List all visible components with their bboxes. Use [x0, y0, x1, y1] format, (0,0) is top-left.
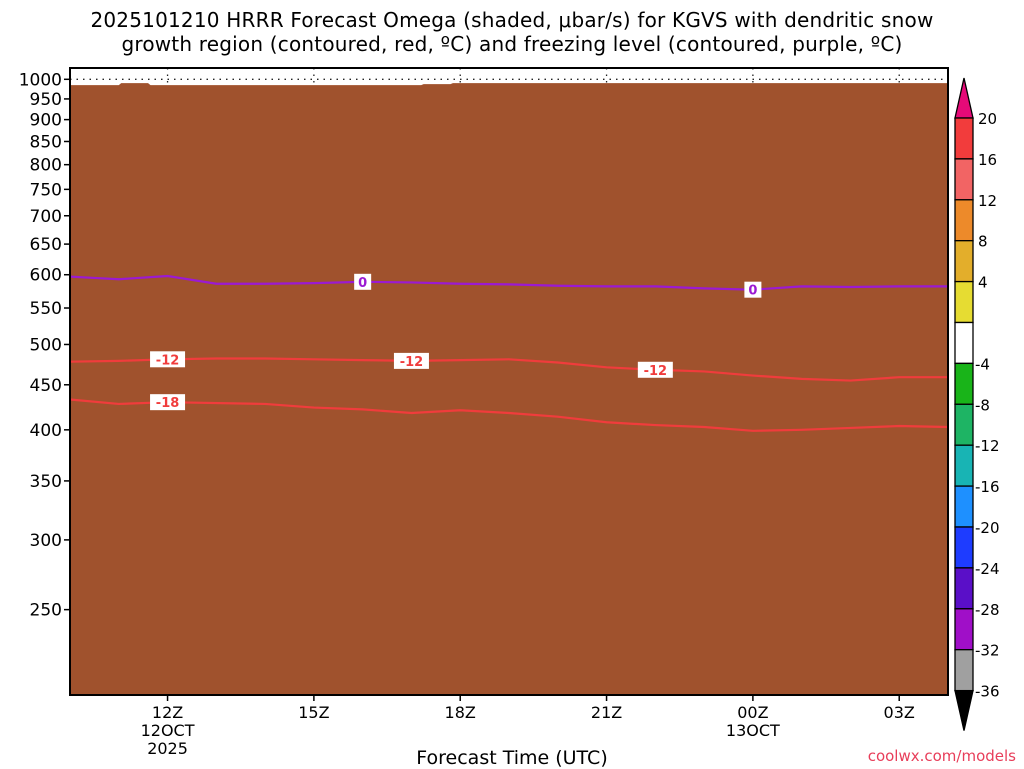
colorbar-bin: [954, 321, 974, 365]
colorbar-tick-label: -20: [975, 519, 1000, 537]
contour-label: -12: [393, 352, 429, 370]
y-tick-label: 950: [30, 90, 62, 110]
x-tick-label: 21Z: [591, 703, 622, 722]
colorbar-bin: [954, 362, 974, 405]
y-tick-label: 450: [30, 376, 62, 396]
colorbar-tick-label: -8: [975, 396, 990, 414]
y-tick-label: 700: [30, 207, 62, 227]
contour-label-bg: [744, 281, 762, 298]
contour-label-text: -12: [644, 364, 668, 379]
colorbar-arrow-down: [954, 689, 974, 731]
y-tick-label: 400: [30, 421, 62, 441]
y-tick-label: 1000: [19, 70, 62, 90]
colorbar-bin: [954, 649, 974, 692]
x-tick-label: 15Z: [298, 703, 329, 722]
contour-label-text: 0: [358, 276, 367, 291]
contour-line-0: [70, 398, 948, 432]
terrain-fill: [70, 83, 948, 696]
contour-label-text: -12: [156, 353, 180, 368]
y-tick-label: 500: [30, 335, 62, 355]
y-tick-label: 350: [30, 472, 62, 492]
plot-frame: [69, 67, 949, 696]
contour-label-bg: [393, 352, 429, 369]
y-tick-label: 650: [30, 235, 62, 255]
colorbar-tick-label: -16: [975, 478, 1000, 496]
contour-line-2: [70, 274, 948, 291]
y-tick-label: 800: [30, 156, 62, 176]
colorbar-bin: [954, 403, 974, 446]
colorbar-bin: [954, 485, 974, 528]
colorbar-bin: [954, 526, 974, 569]
x-axis-title: Forecast Time (UTC): [416, 747, 608, 769]
colorbar-bin: [954, 240, 974, 283]
contour-label: 0: [744, 281, 762, 299]
colorbar-bin: [954, 280, 974, 324]
x-tick-label: 03Z: [884, 703, 915, 722]
colorbar-tick-label: -24: [975, 560, 1000, 578]
x-tick-label: 2025: [147, 739, 188, 758]
colorbar-bin: [954, 117, 974, 160]
colorbar-tick-label: -12: [975, 437, 1000, 455]
y-tick-label: 850: [30, 132, 62, 152]
x-tick-label: 13OCT: [726, 721, 780, 740]
colorbar-bin: [954, 444, 974, 487]
chart-title: 2025101210 HRRR Forecast Omega (shaded, …: [0, 8, 1024, 56]
y-tick-label: 750: [30, 180, 62, 200]
colorbar-bin: [954, 567, 974, 610]
contour-label: 0: [354, 273, 372, 291]
colorbar-tick-label: 8: [978, 233, 988, 251]
contour-label-text: -18: [156, 396, 180, 411]
contour-label: -12: [637, 361, 673, 379]
x-tick-label: 00Z: [737, 703, 768, 722]
x-tick-label: 12OCT: [141, 721, 195, 740]
x-tick-label: 18Z: [445, 703, 476, 722]
contour-line-1: [70, 357, 948, 382]
colorbar-tick-label: -32: [975, 642, 1000, 660]
contour-label-bg: [150, 351, 186, 368]
contour-label-bg: [150, 394, 186, 411]
colorbar-tick-label: 16: [978, 151, 997, 169]
chart-title-line1: 2025101210 HRRR Forecast Omega (shaded, …: [90, 8, 934, 32]
x-tick-label: 12Z: [152, 703, 183, 722]
colorbar-tick-label: 12: [978, 192, 997, 210]
y-tick-label: 600: [30, 266, 62, 286]
y-tick-label: 300: [30, 531, 62, 551]
colorbar-tick-label: 20: [978, 110, 997, 128]
y-tick-label: 900: [30, 111, 62, 131]
contour-label-text: -12: [400, 355, 424, 370]
colorbar-bin: [954, 158, 974, 201]
contour-label: -12: [150, 351, 186, 368]
credit-link[interactable]: coolwx.com/models: [867, 747, 1016, 765]
chart-title-line2: growth region (contoured, red, ºC) and f…: [121, 32, 903, 56]
colorbar-bin: [954, 199, 974, 242]
y-tick-label: 250: [30, 601, 62, 621]
contour-label: -18: [150, 394, 186, 411]
contour-label-bg: [637, 361, 673, 378]
y-tick-label: 550: [30, 299, 62, 319]
contour-label-bg: [354, 273, 372, 290]
colorbar-arrow-up: [954, 77, 974, 119]
colorbar-bin: [954, 608, 974, 651]
colorbar-tick-label: 4: [978, 274, 988, 292]
contour-label-text: 0: [748, 284, 757, 299]
colorbar-tick-label: -28: [975, 601, 1000, 619]
colorbar-tick-label: -36: [975, 683, 1000, 701]
colorbar-tick-label: -4: [975, 355, 990, 373]
